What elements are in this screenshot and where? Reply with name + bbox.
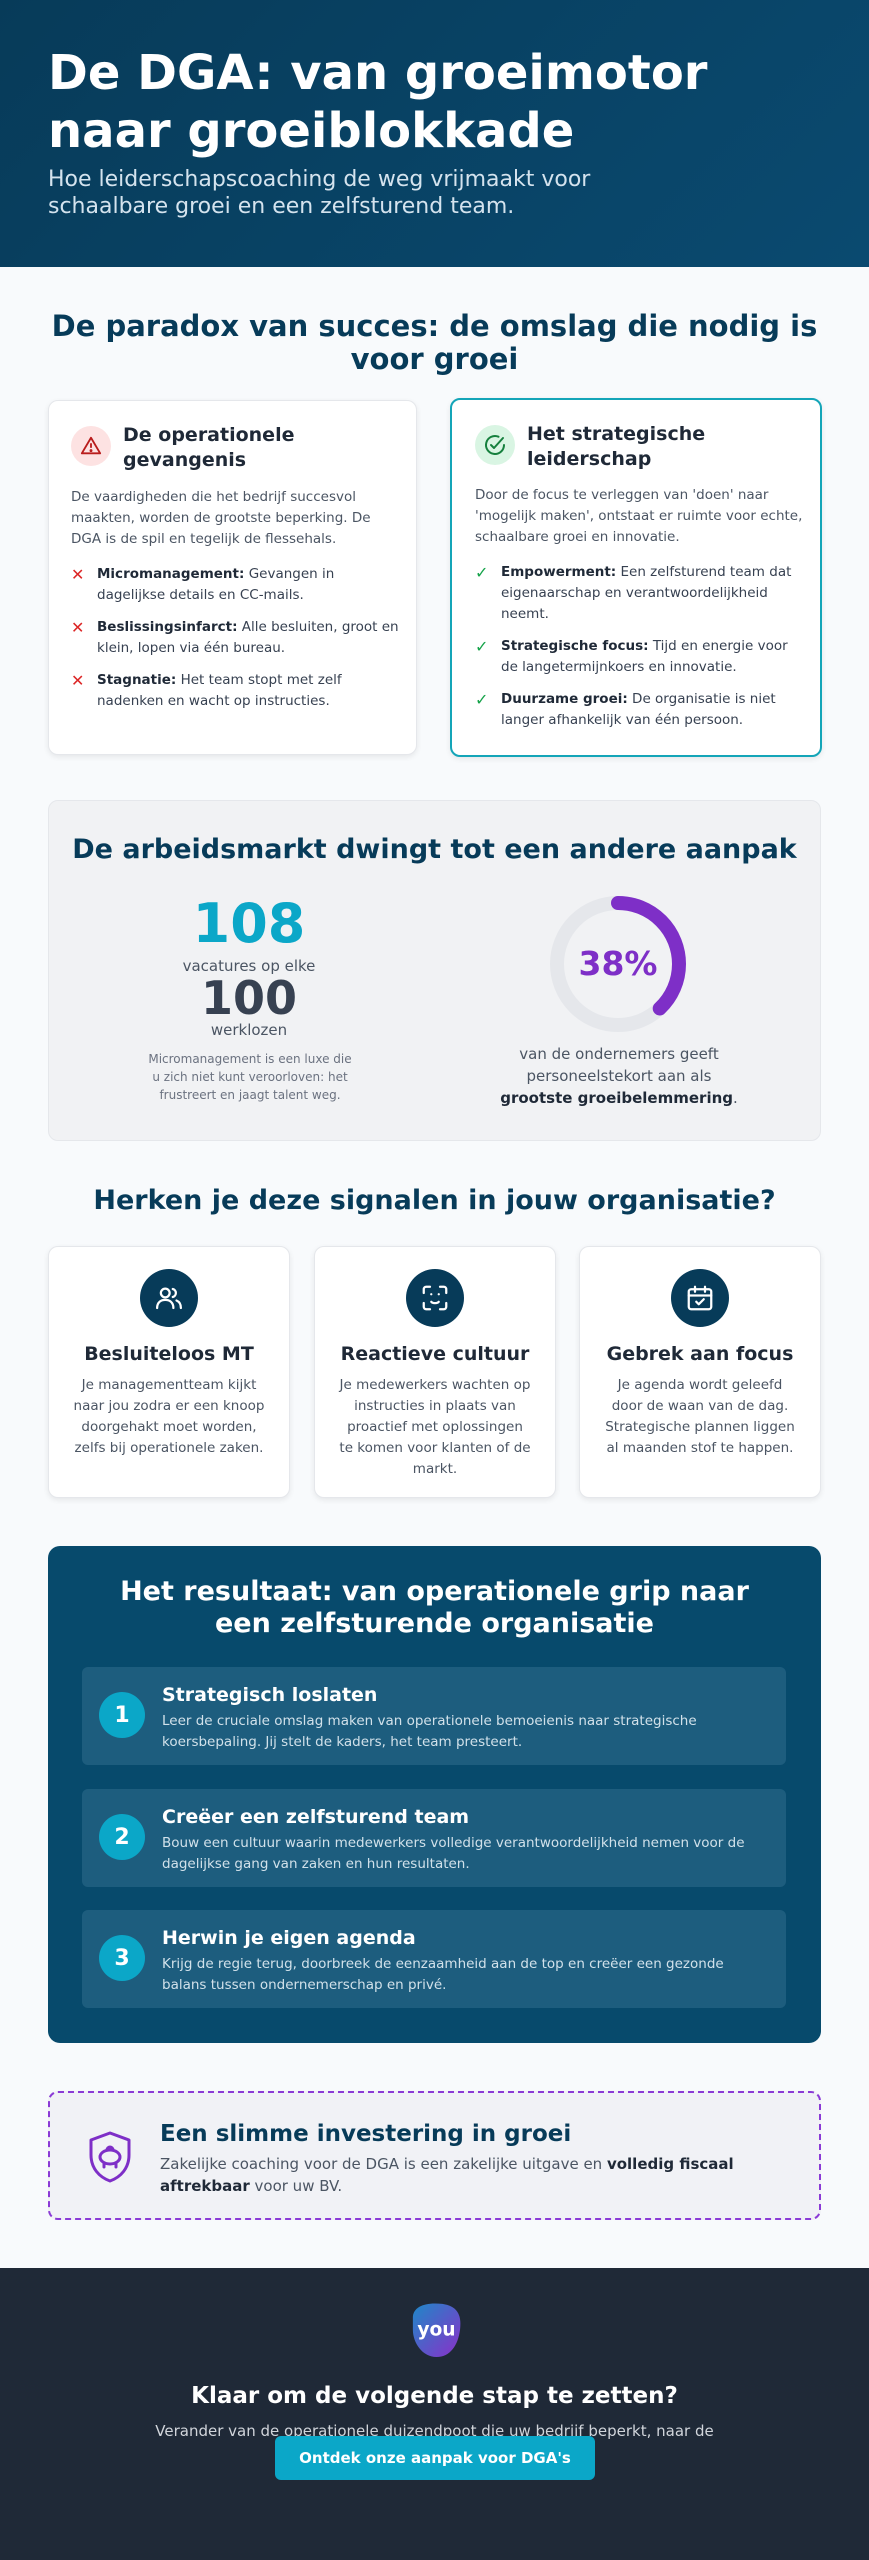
percentage-donut-chart: 38% — [550, 896, 686, 1032]
signal-card-reactive-culture: Reactieve cultuur Je medewerkers wachten… — [314, 1246, 556, 1498]
signals-title: Herken je deze signalen in jouw organisa… — [93, 1185, 776, 1216]
step-title: Strategisch loslaten — [162, 1684, 378, 1706]
signal-card-indecisive-mt: Besluiteloos MT Je managementteam kijkt … — [48, 1246, 290, 1498]
hero-banner: De DGA: van groeimotor naar groeiblokkad… — [0, 0, 869, 267]
investment-title: Een slimme investering in groei — [160, 2121, 572, 2147]
footer-title: Klaar om de volgende stap te zetten? — [191, 2383, 678, 2409]
warning-icon — [71, 426, 111, 466]
signal-title: Gebrek aan focus — [606, 1343, 794, 1365]
page-subtitle: Hoe leiderschapscoaching de weg vrijmaak… — [48, 167, 591, 219]
check-mark-icon: ✓ — [475, 690, 489, 709]
signal-text: Je managementteam kijkt naar jou zodra e… — [73, 1377, 265, 1456]
percentage-caption: van de ondernemers geeft personeelstekor… — [500, 1045, 738, 1107]
signal-card-lack-of-focus: Gebrek aan focus Je agenda wordt geleefd… — [579, 1246, 821, 1498]
donut-arc — [550, 896, 686, 1032]
investment-text: Zakelijke coaching voor de DGA is een za… — [160, 2155, 734, 2195]
result-step-1: 1 Strategisch loslaten Leer de cruciale … — [82, 1667, 786, 1765]
check-mark-icon: ✓ — [475, 563, 489, 582]
step-title: Herwin je eigen agenda — [162, 1927, 416, 1949]
list-item: ✕ Micromanagement: Gevangen in dagelijkse… — [71, 565, 335, 603]
step-text: Leer de cruciale omslag maken van operat… — [162, 1713, 697, 1750]
step-title: Creëer een zelfsturend team — [162, 1806, 470, 1828]
calendar-check-icon — [671, 1269, 729, 1327]
x-mark-icon: ✕ — [71, 671, 85, 690]
list-item: ✓ Strategische focus: Tijd en energie voo… — [475, 637, 788, 675]
step-text: Bouw een cultuur waarin medewerkers voll… — [162, 1835, 745, 1872]
list-item: ✓ Empowerment: Een zelfsturend team dat e… — [475, 563, 792, 622]
unemployed-number: 100 — [200, 971, 298, 1025]
you-logo: you — [412, 2303, 461, 2358]
operational-prison-intro: De vaardigheden die het bedrijf succesvo… — [71, 489, 371, 547]
result-section: Het resultaat: van operationele grip naa… — [48, 1546, 821, 2043]
labor-market-section: De arbeidsmarkt dwingt tot een andere aa… — [48, 800, 821, 1141]
step-number-badge: 2 — [99, 1814, 145, 1860]
step-text: Krijg de regie terug, doorbreek de eenza… — [162, 1956, 724, 1993]
scan-face-icon — [406, 1269, 464, 1327]
labor-market-title: De arbeidsmarkt dwingt tot een andere aa… — [72, 834, 797, 865]
step-number-badge: 1 — [99, 1692, 145, 1738]
result-step-2: 2 Creëer een zelfsturend team Bouw een c… — [82, 1789, 786, 1887]
step-number-badge: 3 — [99, 1935, 145, 1981]
paradox-title: De paradox van succes: de omslag die nod… — [51, 309, 818, 376]
operational-prison-card: De operationele gevangenis De vaardighed… — [48, 400, 417, 755]
strategic-leadership-intro: Door de focus te verleggen van 'doen' na… — [475, 487, 803, 545]
x-mark-icon: ✕ — [71, 618, 85, 637]
investment-box: Een slimme investering in groei Zakelijk… — [48, 2091, 821, 2220]
page-title: De DGA: van groeimotor naar groeiblokkad… — [48, 45, 708, 159]
signal-title: Reactieve cultuur — [340, 1343, 530, 1365]
strategic-leadership-list: ✓ Empowerment: Een zelfsturend team dat e… — [475, 562, 805, 742]
strategic-leadership-card: Het strategische leiderschap Door de foc… — [450, 398, 822, 757]
operational-prison-list: ✕ Micromanagement: Gevangen in dagelijkse… — [71, 564, 401, 723]
list-item: ✕ Stagnatie: Het team stopt met zelf nade… — [71, 671, 342, 709]
vacancies-label: vacatures op elke — [182, 957, 316, 975]
result-title: Het resultaat: van operationele grip naa… — [120, 1576, 749, 1639]
operational-prison-title: De operationele gevangenis — [123, 424, 295, 471]
footer-cta-section: you Klaar om de volgende stap te zetten?… — [0, 2268, 869, 2560]
discover-approach-button[interactable]: Ontdek onze aanpak voor DGA's — [275, 2436, 595, 2480]
users-icon — [140, 1269, 198, 1327]
vacancies-number: 108 — [192, 892, 306, 955]
signal-text: Je medewerkers wachten op instructies in… — [339, 1377, 531, 1477]
percentage-value: 38% — [579, 944, 658, 983]
result-step-3: 3 Herwin je eigen agenda Krijg de regie … — [82, 1910, 786, 2008]
micromanagement-note: Micromanagement is een luxe die u zich n… — [148, 1052, 352, 1102]
strategic-leadership-title: Het strategische leiderschap — [527, 423, 706, 470]
check-circle-icon — [475, 425, 515, 465]
unemployed-label: werklozen — [210, 1021, 288, 1039]
shield-piggy-icon — [85, 2129, 135, 2185]
list-item: ✕ Beslissingsinfarct: Alle besluiten, gro… — [71, 618, 399, 656]
logo-text: you — [417, 2319, 455, 2340]
list-item: ✓ Duurzame groei: De organisatie is niet … — [475, 690, 776, 728]
check-mark-icon: ✓ — [475, 637, 489, 656]
x-mark-icon: ✕ — [71, 565, 85, 584]
signal-text: Je agenda wordt geleefd door de waan van… — [605, 1377, 795, 1456]
signal-title: Besluiteloos MT — [84, 1343, 254, 1365]
